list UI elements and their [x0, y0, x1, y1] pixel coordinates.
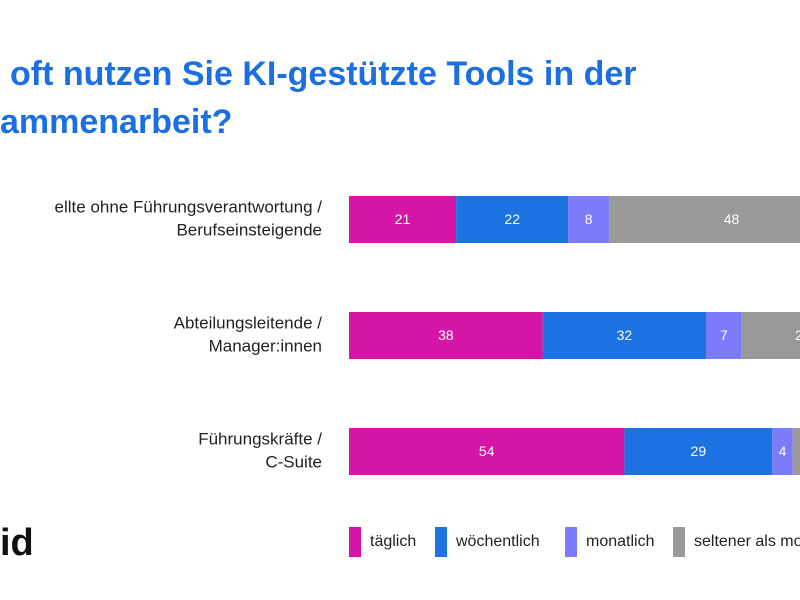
- value-label: 4: [779, 443, 787, 459]
- chart-title: oft nutzen Sie KI-gestützte Tools in der: [10, 55, 636, 93]
- value-label: 22: [504, 211, 520, 227]
- logo: id: [0, 522, 34, 564]
- category-label: ellte ohne Führungsverantwortung /: [55, 197, 323, 216]
- category-label: Führungskräfte /: [198, 429, 322, 448]
- category-label: Berufseinsteigende: [176, 220, 322, 239]
- legend-swatch: [435, 527, 447, 557]
- value-label: 38: [438, 327, 454, 343]
- value-label: 21: [395, 211, 411, 227]
- legend-swatch: [673, 527, 685, 557]
- bar-segment: [349, 312, 543, 359]
- category-label: C-Suite: [265, 452, 322, 471]
- chart-title: ammenarbeit?: [0, 103, 232, 141]
- value-label: 32: [617, 327, 633, 343]
- value-label: 24: [795, 327, 800, 343]
- bar-segment: [349, 428, 625, 475]
- bar-segment: [741, 312, 800, 359]
- category-label: Manager:innen: [209, 336, 322, 355]
- value-label: 54: [479, 443, 495, 459]
- bar-segment: [568, 196, 610, 243]
- legend-swatch: [565, 527, 577, 557]
- legend-label: seltener als mo: [694, 533, 800, 550]
- legend-label: täglich: [370, 533, 416, 550]
- value-label: 8: [585, 211, 593, 227]
- category-label: Abteilungsleitende /: [174, 313, 323, 332]
- legend-label: wöchentlich: [455, 533, 540, 550]
- bar-segment: [609, 196, 800, 243]
- bar-segment: [706, 312, 742, 359]
- bar-segment: [542, 312, 706, 359]
- bar-segment: [456, 196, 569, 243]
- legend-swatch: [349, 527, 361, 557]
- value-label: 29: [691, 443, 707, 459]
- bar-segment: [349, 196, 457, 243]
- value-label: 48: [724, 211, 740, 227]
- bar-segment: [792, 428, 800, 475]
- value-label: 7: [720, 327, 728, 343]
- bar-segment: [624, 428, 773, 475]
- bar-segment: [772, 428, 793, 475]
- legend-label: monatlich: [586, 533, 654, 550]
